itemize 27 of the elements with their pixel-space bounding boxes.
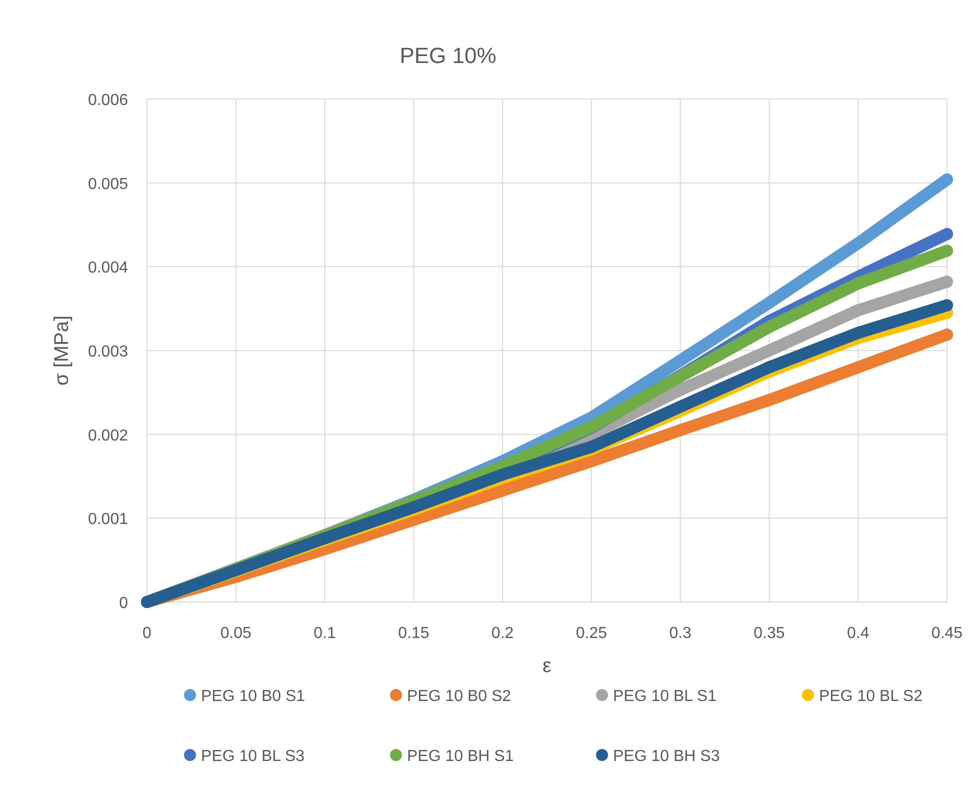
x-tick-label: 0.45 bbox=[931, 625, 963, 642]
x-tick-label: 0.4 bbox=[846, 625, 870, 642]
legend-label: PEG 10 BL S3 bbox=[201, 748, 305, 765]
y-tick-label: 0.006 bbox=[88, 92, 128, 109]
x-tick-label: 0.1 bbox=[314, 625, 336, 642]
y-tick-label: 0.002 bbox=[88, 427, 128, 444]
legend-label: PEG 10 BL S2 bbox=[819, 688, 923, 705]
legend-label: PEG 10 B0 S2 bbox=[407, 688, 512, 705]
y-axis-title: σ [MPa] bbox=[51, 315, 73, 386]
legend-label: PEG 10 BL S1 bbox=[613, 688, 717, 705]
x-tick-label: 0.35 bbox=[754, 625, 785, 642]
y-tick-label: 0.005 bbox=[88, 176, 128, 193]
x-tick-label: 0.3 bbox=[669, 625, 692, 642]
y-tick-label: 0.004 bbox=[88, 260, 128, 277]
legend-label: PEG 10 BH S1 bbox=[407, 748, 514, 765]
y-tick-label: 0.001 bbox=[88, 511, 128, 528]
y-tick-label: 0 bbox=[119, 595, 128, 612]
x-axis-title: ε bbox=[542, 655, 552, 677]
x-tick-label: 0.25 bbox=[576, 625, 608, 642]
x-tick-label: 0.05 bbox=[220, 625, 252, 642]
chart-title: PEG 10% bbox=[400, 43, 496, 68]
x-tick-label: 0.15 bbox=[398, 625, 430, 642]
x-tick-label: 0.2 bbox=[491, 625, 514, 642]
legend-label: PEG 10 B0 S1 bbox=[201, 688, 306, 705]
legend-label: PEG 10 BH S3 bbox=[613, 748, 720, 765]
y-tick-label: 0.003 bbox=[88, 344, 128, 360]
x-tick-label: 0 bbox=[142, 625, 152, 642]
